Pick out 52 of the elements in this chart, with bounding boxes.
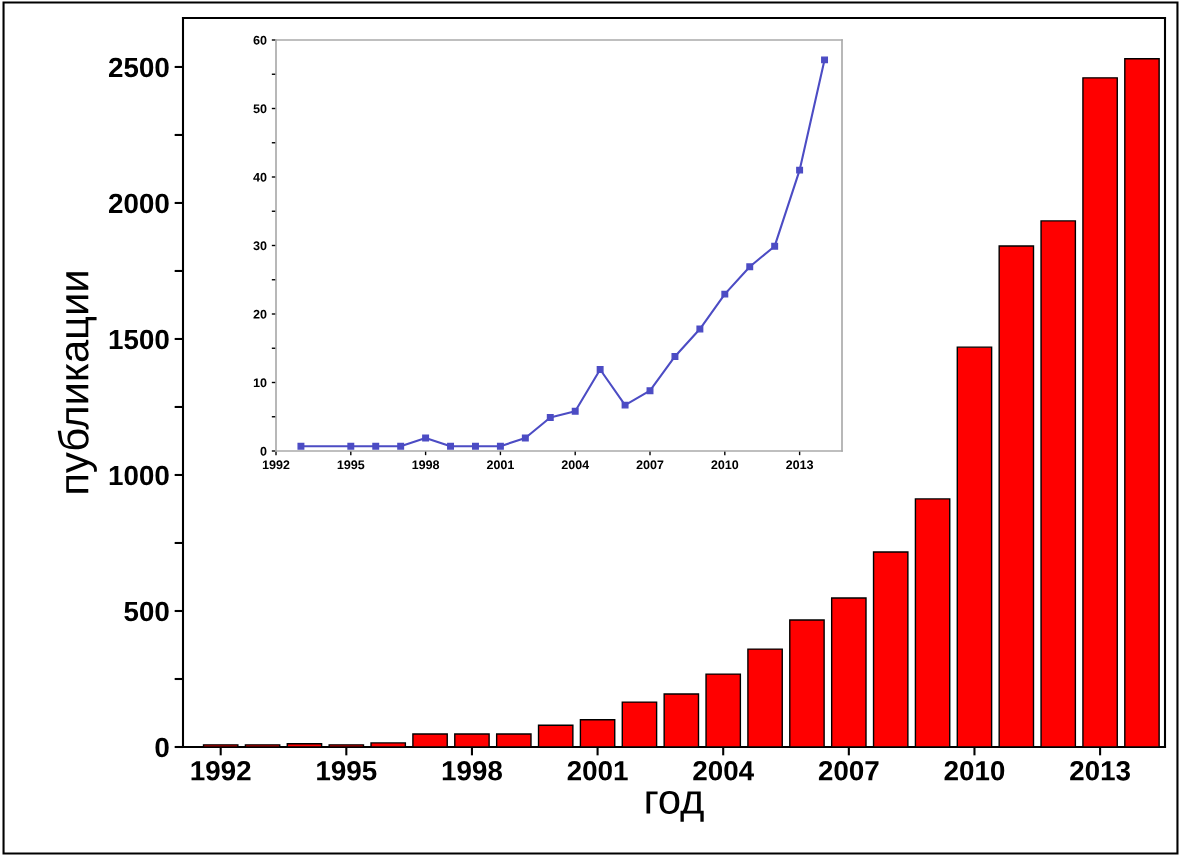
y-tick-label: 40 <box>253 172 267 182</box>
x-axis-title: год <box>646 791 704 822</box>
y-tick-label: 0 <box>155 737 169 758</box>
y-tick-label: 1000 <box>109 465 169 486</box>
point <box>721 290 729 298</box>
point <box>422 434 430 442</box>
y-axis-title: публикации <box>57 272 97 493</box>
x-tick-label: 2007 <box>818 760 879 781</box>
x-tick-label: 2013 <box>786 460 814 470</box>
point <box>771 242 779 250</box>
point <box>546 413 554 421</box>
point <box>646 387 654 395</box>
x-tick-label: 2004 <box>693 760 754 781</box>
point <box>821 56 829 64</box>
point <box>372 442 380 450</box>
x-tick-label: 1992 <box>262 460 290 470</box>
point <box>297 442 305 450</box>
point <box>746 263 754 271</box>
point <box>471 442 479 450</box>
point <box>696 325 704 333</box>
point <box>621 401 629 409</box>
x-tick-label: 1992 <box>191 760 251 781</box>
point <box>571 407 579 415</box>
point <box>596 366 604 373</box>
point <box>796 166 804 174</box>
y-tick-label: 0 <box>260 446 267 456</box>
point <box>397 442 405 450</box>
x-tick-label: 1998 <box>442 760 502 781</box>
x-tick-label: 2010 <box>711 460 739 470</box>
y-tick-label: 60 <box>253 35 267 45</box>
y-tick-label: 1500 <box>109 329 169 350</box>
point <box>521 434 529 442</box>
x-tick-label: 2007 <box>636 460 664 470</box>
x-tick-label: 1995 <box>317 760 377 781</box>
x-tick-label: 1995 <box>337 460 365 470</box>
point <box>347 442 355 450</box>
y-tick-label: 2000 <box>108 193 169 214</box>
x-tick-label: 1998 <box>412 460 440 470</box>
y-tick-label: 20 <box>253 309 267 319</box>
y-tick-label: 2500 <box>108 57 169 78</box>
point <box>496 442 504 450</box>
x-tick-label: 2001 <box>567 760 628 781</box>
point <box>671 352 679 360</box>
x-tick-label: 2001 <box>486 460 514 470</box>
y-tick-label: 500 <box>124 601 169 622</box>
y-tick-label: 10 <box>253 378 267 388</box>
y-tick-label: 50 <box>253 104 267 114</box>
x-tick-label: 2004 <box>561 460 590 470</box>
x-tick-label: 2013 <box>1070 760 1130 781</box>
point <box>447 442 455 450</box>
x-tick-label: 2010 <box>944 760 1005 781</box>
y-tick-label: 30 <box>253 241 267 251</box>
